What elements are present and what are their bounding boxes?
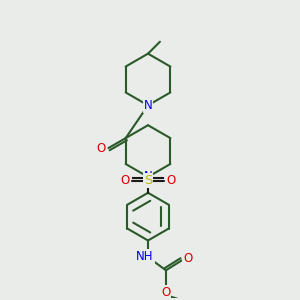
Text: O: O [97, 142, 106, 154]
Text: O: O [183, 252, 192, 265]
Text: S: S [144, 174, 152, 188]
Text: N: N [144, 99, 152, 112]
Text: O: O [161, 286, 170, 299]
Text: O: O [166, 174, 176, 188]
Text: N: N [144, 170, 152, 183]
Text: NH: NH [136, 250, 154, 263]
Text: O: O [121, 174, 130, 188]
